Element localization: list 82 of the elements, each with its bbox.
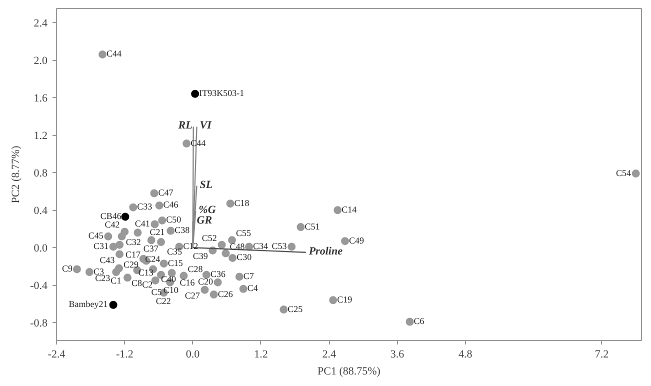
annotation: C7 [243,271,254,281]
annotation: C13 [138,267,154,278]
annotation: C24 [145,254,161,264]
annotation: C44 [106,48,122,59]
annotation: C46 [163,200,179,210]
annotation: C44 [190,138,206,148]
annotation: C12 [183,240,198,251]
annotation: IT93K503-1 [199,88,244,98]
x-tick-label: -1.2 [116,348,134,360]
annotation: C37 [143,244,159,254]
annotation: C29 [124,259,140,270]
x-tick-label: 0.0 [186,348,200,360]
annotation: C17 [126,249,142,260]
x-tick-label: 7.2 [594,348,609,360]
annotation: C39 [192,251,208,262]
annotation: C6 [414,316,425,326]
series-label: SL [200,178,213,191]
y-tick-label: 1.6 [34,92,48,105]
annotation: C9 [62,264,74,274]
annotation: C31 [93,240,108,251]
x-tick-label: 2.4 [322,348,336,360]
y-tick-label: 0.0 [34,242,48,255]
annotation: C53 [272,240,288,251]
annotation: C30 [236,252,252,262]
y-tick-label: 2.4 [34,18,48,30]
annotation: C10 [163,285,179,296]
annotation: C21 [150,226,165,237]
annotation: C55 [236,228,252,238]
annotation: C42 [104,220,120,230]
x-tick-label: 4.8 [458,348,473,360]
annotation: C38 [174,225,190,236]
y-tick-label: 0.4 [34,205,48,218]
annotation: C28 [188,264,204,274]
y-tick-label: -0.8 [30,318,48,330]
annotation: C51 [304,221,320,232]
annotation: C52 [202,232,217,243]
annotation: C32 [126,236,141,247]
annotation: C25 [288,304,304,314]
y-tick-label: 2.0 [34,55,48,68]
x-axis-title: PC1 (88.75%) [318,366,381,378]
annotation: C40 [161,274,177,284]
annotation: C16 [180,278,196,288]
annotation: C2 [142,279,153,290]
annotation: C45 [88,230,104,241]
annotation: C54 [616,168,632,178]
annotation: C15 [168,258,184,268]
annotation: C35 [167,246,183,257]
annotation: C8 [131,278,142,288]
annotation: C14 [342,204,358,214]
annotation: C5 [151,286,162,297]
annotation: Bambey21 [68,299,108,310]
series-label: VI [200,120,212,132]
annotation: C36 [210,269,226,280]
series-label: %G [198,204,216,216]
annotation: C1 [110,276,122,286]
y-tick-label: -0.4 [30,280,48,292]
annotation: C22 [156,296,171,306]
annotation: CB46 [100,210,122,221]
annotation: C26 [218,288,234,299]
annotation: C50 [166,214,182,225]
annotation: C47 [158,188,174,198]
series-label: GR [196,214,212,227]
annotation: C19 [337,294,353,304]
annotation: C41 [134,218,150,228]
y-tick-label: 0.8 [34,168,48,180]
annotation: C43 [100,254,116,265]
annotation: C48 [230,241,246,252]
annotation: C34 [253,240,269,251]
annotation: C4 [247,283,258,294]
annotation: C49 [349,235,365,246]
x-tick-label: 1.2 [254,348,268,360]
series-label: Proline [308,245,343,258]
annotation: C18 [234,198,250,208]
series-label: RL [177,120,193,132]
annotation: C3 [93,266,104,276]
annotation: C33 [137,202,153,212]
x-tick-label: 3.6 [390,348,405,360]
annotation: C20 [198,276,214,287]
annotation: C27 [184,290,200,300]
y-axis-title: PC2 (8.77%) [10,145,22,204]
y-tick-label: 1.2 [34,130,48,142]
x-tick-label: -2.4 [48,348,66,360]
